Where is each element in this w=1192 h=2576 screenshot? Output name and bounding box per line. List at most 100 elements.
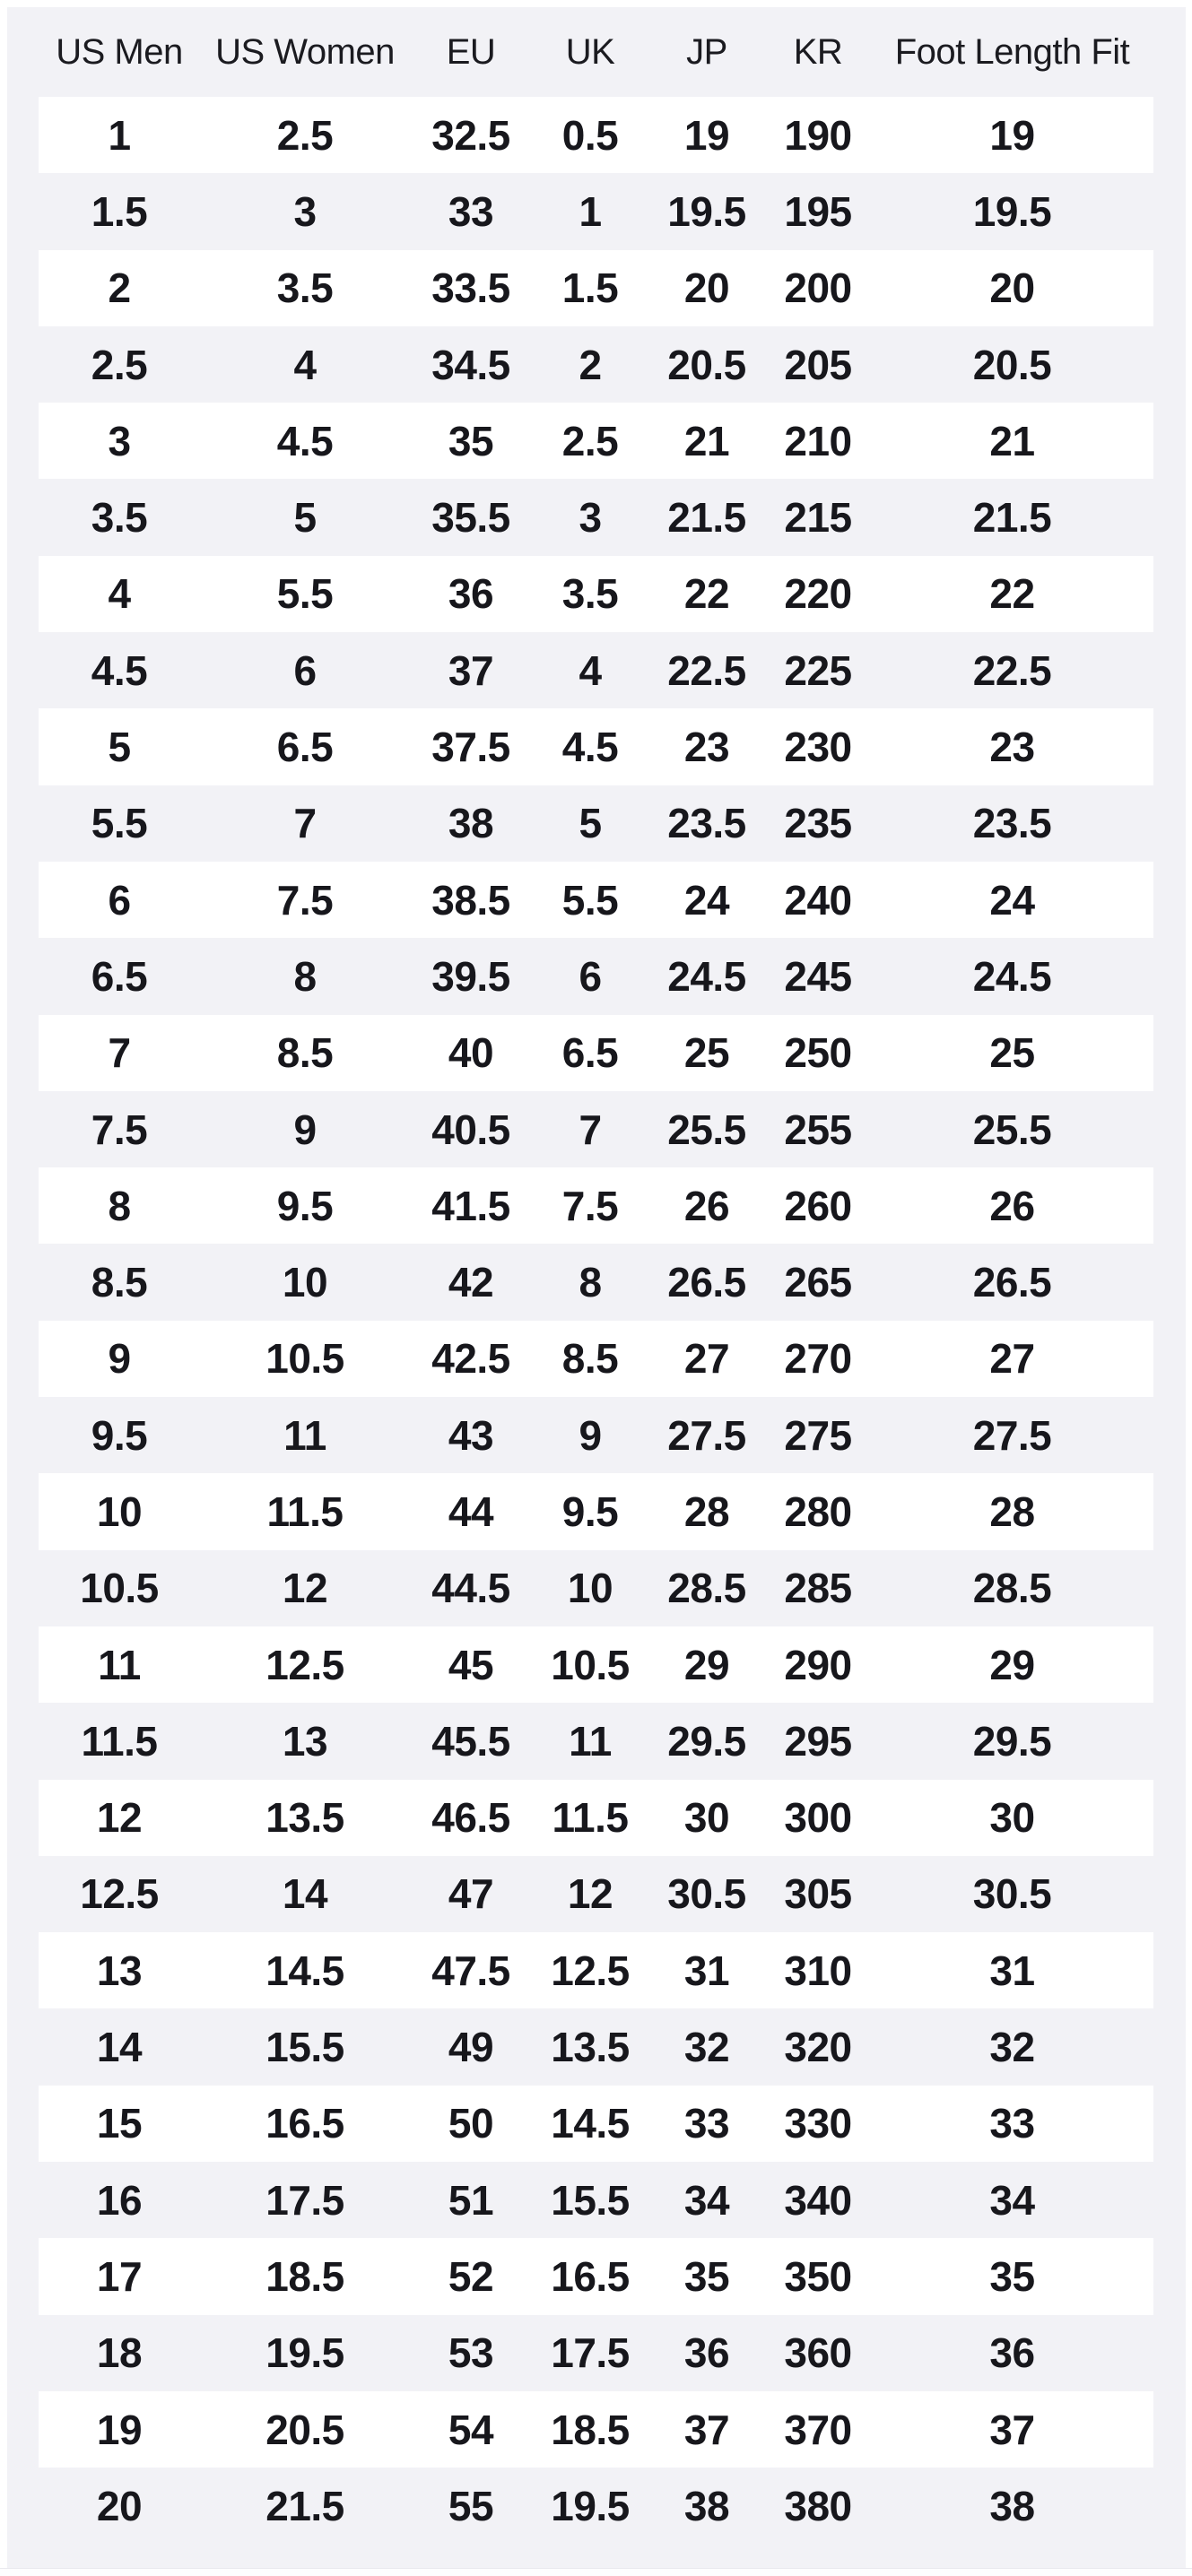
table-row: 15 16.5 50 14.5 33 330 33 <box>39 2085 1153 2163</box>
header-row: US Men US Women EU UK JP KR Foot Length Fit <box>39 7 1153 97</box>
table-row: 5 6.5 37.5 4.5 23 230 23 <box>39 708 1153 785</box>
table-cell: 36 <box>448 570 494 618</box>
table-cell: 8 <box>293 952 317 1000</box>
table-cell: 41.5 <box>431 1182 510 1229</box>
table-cell: 22.5 <box>667 646 746 694</box>
table-cell: 37 <box>683 2406 730 2453</box>
table-cell: 10.5 <box>80 1565 159 1612</box>
table-row: 4.5 6 37 4 22.5 225 22.5 <box>39 632 1153 708</box>
table-cell: 360 <box>784 2329 852 2377</box>
table-cell: 320 <box>784 2024 852 2071</box>
table-cell: 38.5 <box>431 876 510 924</box>
table-cell: 310 <box>784 1947 852 1994</box>
table-row: 7 8.5 40 6.5 25 250 25 <box>39 1014 1153 1091</box>
table-cell: 16.5 <box>551 2252 630 2300</box>
table-cell: 5.5 <box>91 800 148 847</box>
table-cell: 12 <box>282 1565 328 1612</box>
table-row: 1 2.5 32.5 0.5 19 190 19 <box>39 97 1153 174</box>
table-cell: 290 <box>784 1641 852 1688</box>
table-cell: 370 <box>784 2406 852 2453</box>
table-cell: 230 <box>784 724 852 771</box>
column-header-us-women: US Women <box>215 31 395 72</box>
table-row: 20 21.5 55 19.5 38 380 38 <box>39 2468 1153 2544</box>
table-cell: 3.5 <box>561 570 619 618</box>
table-cell: 39.5 <box>431 952 510 1000</box>
table-cell: 25 <box>683 1029 730 1077</box>
table-row: 13 14.5 47.5 12.5 31 310 31 <box>39 1932 1153 2009</box>
table-cell: 20 <box>96 2482 143 2529</box>
table-cell: 195 <box>784 187 852 235</box>
table-row: 14 15.5 49 13.5 32 320 32 <box>39 2008 1153 2085</box>
table-cell: 3 <box>108 417 131 464</box>
table-cell: 16 <box>96 2176 143 2224</box>
table-cell: 6 <box>108 876 131 924</box>
table-cell: 47.5 <box>431 1947 510 1994</box>
table-cell: 4 <box>579 646 602 694</box>
table-cell: 8.5 <box>276 1029 334 1077</box>
table-cell: 40.5 <box>431 1106 510 1153</box>
table-row: 2.5 4 34.5 2 20.5 205 20.5 <box>39 326 1153 403</box>
table-cell: 45.5 <box>431 1717 510 1765</box>
table-cell: 1 <box>108 111 131 159</box>
table-cell: 20 <box>683 265 730 312</box>
table-row: 12.5 14 47 12 30.5 305 30.5 <box>39 1856 1153 1932</box>
table-cell: 9 <box>293 1106 317 1153</box>
table-cell: 38 <box>448 800 494 847</box>
column-header-eu: EU <box>446 31 496 72</box>
table-cell: 51 <box>448 2176 494 2224</box>
table-row: 11 12.5 45 10.5 29 290 29 <box>39 1626 1153 1704</box>
table-cell: 210 <box>784 417 852 464</box>
table-cell: 19.5 <box>972 187 1052 235</box>
table-cell: 49 <box>448 2024 494 2071</box>
table-cell: 21.5 <box>265 2482 344 2529</box>
table-cell: 31 <box>989 1947 1035 1994</box>
table-cell: 33 <box>448 187 494 235</box>
table-cell: 8 <box>108 1182 131 1229</box>
table-cell: 280 <box>784 1487 852 1535</box>
table-cell: 8.5 <box>561 1335 619 1383</box>
table-cell: 7.5 <box>276 876 334 924</box>
table-cell: 27 <box>989 1335 1035 1383</box>
table-row: 4 5.5 36 3.5 22 220 22 <box>39 555 1153 633</box>
table-cell: 36 <box>989 2329 1035 2377</box>
table-cell: 20.5 <box>667 341 746 388</box>
table-cell: 9 <box>108 1335 131 1383</box>
table-cell: 4.5 <box>276 417 334 464</box>
table-cell: 35.5 <box>431 494 510 542</box>
table-cell: 9.5 <box>561 1487 619 1535</box>
table-cell: 10.5 <box>265 1335 344 1383</box>
table-cell: 19.5 <box>265 2329 344 2377</box>
table-row: 11.5 13 45.5 11 29.5 295 29.5 <box>39 1703 1153 1779</box>
table-cell: 12.5 <box>265 1641 344 1688</box>
table-cell: 24 <box>989 876 1035 924</box>
table-cell: 7.5 <box>561 1182 619 1229</box>
table-cell: 12 <box>567 1870 613 1918</box>
table-cell: 25 <box>989 1029 1035 1077</box>
table-cell: 7 <box>579 1106 602 1153</box>
table-row: 19 20.5 54 18.5 37 370 37 <box>39 2390 1153 2468</box>
table-row: 2 3.5 33.5 1.5 20 200 20 <box>39 249 1153 326</box>
table-cell: 340 <box>784 2176 852 2224</box>
table-cell: 17.5 <box>551 2329 630 2377</box>
table-cell: 5.5 <box>276 570 334 618</box>
table-cell: 17 <box>96 2252 143 2300</box>
table-cell: 10 <box>567 1565 613 1612</box>
table-cell: 305 <box>784 1870 852 1918</box>
table-cell: 14 <box>96 2024 143 2071</box>
table-cell: 25.5 <box>667 1106 746 1153</box>
table-cell: 270 <box>784 1335 852 1383</box>
table-cell: 300 <box>784 1794 852 1842</box>
table-cell: 10.5 <box>551 1641 630 1688</box>
table-cell: 26 <box>989 1182 1035 1229</box>
table-cell: 43 <box>448 1411 494 1459</box>
table-cell: 38 <box>683 2482 730 2529</box>
table-cell: 4 <box>293 341 317 388</box>
table-cell: 45 <box>448 1641 494 1688</box>
column-header-foot-length-fit: Foot Length Fit <box>894 31 1130 72</box>
table-cell: 3.5 <box>91 494 148 542</box>
table-cell: 21.5 <box>667 494 746 542</box>
table-cell: 13 <box>282 1717 328 1765</box>
table-cell: 12.5 <box>551 1947 630 1994</box>
table-row: 6 7.5 38.5 5.5 24 240 24 <box>39 861 1153 939</box>
table-cell: 200 <box>784 265 852 312</box>
